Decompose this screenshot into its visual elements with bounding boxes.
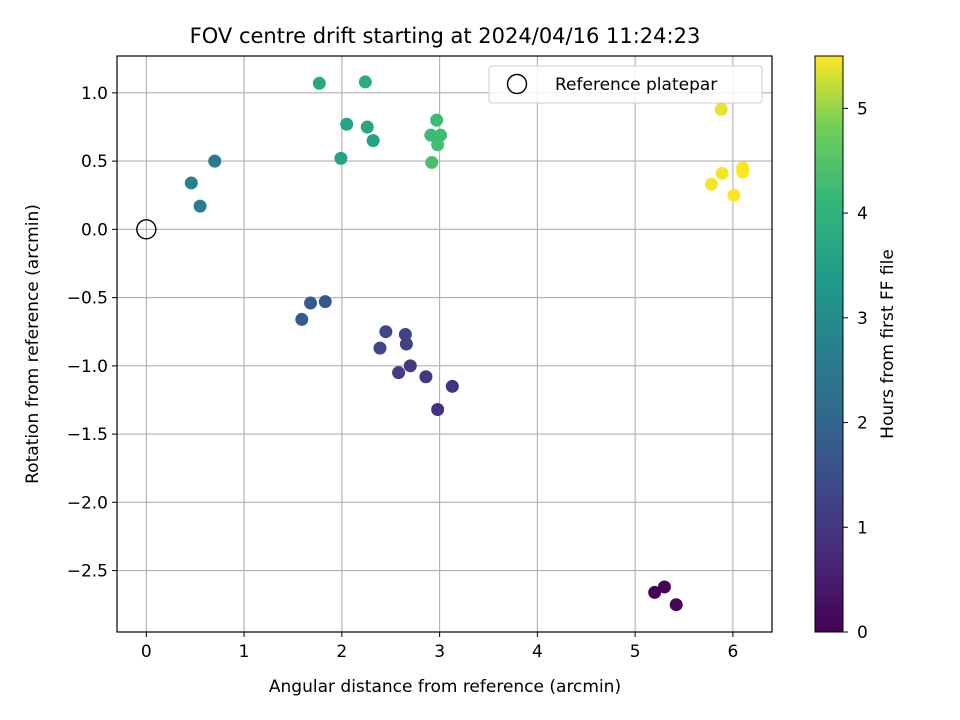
x-axis-label: Angular distance from reference (arcmin): [269, 677, 621, 697]
data-points: [184, 75, 750, 612]
colorbar-tick-label: 2: [857, 414, 868, 434]
x-tick-label: 5: [630, 642, 641, 662]
data-point: [430, 113, 444, 127]
data-point: [669, 598, 683, 612]
colorbar-tick-label: 0: [857, 623, 868, 643]
data-point: [392, 366, 406, 380]
y-tick-label: 1.0: [81, 84, 108, 104]
data-point: [373, 341, 387, 355]
y-tick-label: −0.5: [67, 289, 108, 309]
x-tick-label: 4: [532, 642, 543, 662]
legend: Reference platepar: [488, 65, 763, 104]
reference-layer: [136, 219, 157, 240]
data-point: [193, 199, 207, 213]
chart-title: FOV centre drift starting at 2024/04/16 …: [190, 24, 701, 48]
data-point: [715, 166, 729, 180]
data-point: [425, 155, 439, 169]
data-point: [727, 188, 741, 202]
data-point: [424, 128, 438, 142]
data-point: [431, 138, 445, 152]
data-point: [399, 337, 413, 351]
data-point: [334, 151, 348, 165]
legend-box: [488, 65, 763, 104]
x-tick-label: 1: [239, 642, 250, 662]
data-point: [398, 327, 412, 341]
colorbar-gradient: [814, 55, 844, 633]
data-point: [358, 75, 372, 89]
colorbar-tick-label: 5: [857, 99, 868, 119]
reference-point-marker: [136, 219, 157, 240]
data-point: [366, 134, 380, 148]
y-tick-label: −2.5: [67, 562, 108, 582]
y-tick-label: −2.0: [67, 493, 108, 513]
y-tick-label: 0.5: [81, 152, 108, 172]
data-point: [360, 120, 374, 134]
data-point: [403, 359, 417, 373]
data-point: [208, 154, 222, 168]
data-point: [445, 379, 459, 393]
x-tick-label: 0: [141, 642, 152, 662]
colorbar-tick-label: 1: [857, 518, 868, 538]
data-point: [304, 296, 318, 310]
legend-marker: [506, 73, 528, 95]
colorbar-tick-label: 4: [857, 204, 868, 224]
colorbar: 0 1 2 3 4 5 Hours from first FF file: [814, 55, 898, 643]
y-axis-ticks: 1.0 0.5 0.0 −0.5 −1.0 −1.5 −2.0 −2.5: [67, 84, 117, 582]
x-tick-label: 2: [336, 642, 347, 662]
data-point: [340, 117, 354, 131]
y-tick-label: −1.5: [67, 425, 108, 445]
colorbar-label: Hours from first FF file: [878, 249, 898, 439]
x-axis-ticks: 0 1 2 3 4 5 6: [141, 632, 738, 662]
data-point: [312, 76, 326, 90]
data-point: [657, 580, 671, 594]
data-point: [704, 177, 718, 191]
data-point: [419, 370, 433, 384]
legend-label: Reference platepar: [555, 75, 717, 95]
y-axis-label: Rotation from reference (arcmin): [23, 204, 43, 484]
colorbar-tick-label: 3: [857, 309, 868, 329]
data-point: [431, 403, 445, 417]
x-tick-label: 6: [727, 642, 738, 662]
grid-lines: [117, 56, 772, 632]
plot-area-frame: [116, 55, 773, 633]
colorbar-ticks: 0 1 2 3 4 5: [843, 99, 868, 643]
data-point: [736, 165, 750, 179]
y-tick-label: 0.0: [81, 220, 108, 240]
data-point: [184, 176, 198, 190]
x-tick-label: 3: [434, 642, 445, 662]
y-tick-label: −1.0: [67, 357, 108, 377]
data-point: [648, 585, 662, 599]
data-point: [318, 295, 332, 309]
data-point: [379, 325, 393, 339]
data-point: [714, 102, 728, 116]
data-point: [295, 312, 309, 326]
